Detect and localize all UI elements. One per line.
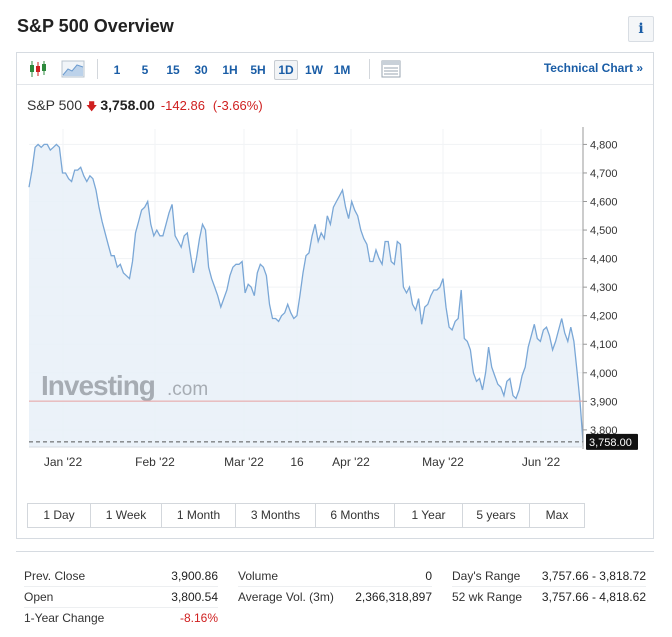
range-1-day[interactable]: 1 Day (28, 504, 91, 527)
investing-watermark: Investing .com (41, 370, 208, 401)
area-chart-icon[interactable] (61, 58, 85, 80)
interval-30[interactable]: 30 (194, 63, 208, 77)
interval-1w[interactable]: 1W (305, 63, 323, 77)
y-tick-label: 4,400 (590, 254, 618, 266)
y-tick-label: 4,300 (590, 282, 618, 294)
x-tick-label: Mar '22 (224, 455, 264, 469)
stat-days-range: Day's Range 3,757.66 - 3,818.72 (452, 569, 646, 587)
range-3-months[interactable]: 3 Months (236, 504, 316, 527)
interval-1m[interactable]: 1M (333, 63, 351, 77)
chart-toolbar: 1 5 15 30 1H 5H 1D 1W 1M Technical Chart… (17, 53, 653, 85)
info-icon[interactable]: i (628, 16, 654, 42)
range-1-month[interactable]: 1 Month (162, 504, 236, 527)
y-tick-label: 4,000 (590, 368, 618, 380)
watermark-brand: Investing (41, 370, 155, 401)
interval-1[interactable]: 1 (113, 63, 121, 77)
range-5-years[interactable]: 5 years (463, 504, 530, 527)
x-tick-label: May '22 (422, 455, 464, 469)
quote-header: S&P 500 🡇 3,758.00 -142.86 (-3.66%) (27, 97, 263, 117)
x-tick-label: Apr '22 (332, 455, 370, 469)
price-area (29, 144, 583, 447)
range-selector: 1 Day 1 Week 1 Month 3 Months 6 Months 1… (27, 503, 585, 528)
y-tick-label: 4,800 (590, 139, 618, 151)
x-tick-label: Jan '22 (44, 455, 83, 469)
watermark-suffix: .com (167, 379, 208, 400)
y-tick-label: 4,100 (590, 339, 618, 351)
range-1-week[interactable]: 1 Week (91, 504, 162, 527)
range-max[interactable]: Max (530, 504, 584, 527)
last-price-label: 3,758.00 (586, 433, 638, 450)
y-tick-label: 4,500 (590, 225, 618, 237)
y-tick-label: 4,200 (590, 311, 618, 323)
table-icon[interactable] (380, 58, 402, 80)
toolbar-divider (369, 59, 370, 79)
x-tick-label: Feb '22 (135, 455, 175, 469)
stat-volume: Volume 0 (238, 569, 432, 587)
stat-52wk-range: 52 wk Range 3,757.66 - 4,818.62 (452, 590, 646, 604)
quote-change-pct: (-3.66%) (212, 98, 263, 113)
range-1-year[interactable]: 1 Year (395, 504, 463, 527)
stat-average-volume: Average Vol. (3m) 2,366,318,897 (238, 590, 432, 604)
interval-1h[interactable]: 1H (222, 63, 238, 77)
toolbar-divider (97, 59, 98, 79)
quote-change: -142.86 (160, 98, 205, 113)
range-6-months[interactable]: 6 Months (316, 504, 395, 527)
x-tick-label: Jun '22 (522, 455, 561, 469)
technical-chart-link[interactable]: Technical Chart » (543, 61, 643, 75)
interval-5[interactable]: 5 (141, 63, 149, 77)
stat-1-year-change: 1-Year Change -8.16% (24, 611, 218, 625)
x-tick-label: 16 (290, 455, 304, 469)
stat-prev-close: Prev. Close 3,900.86 (24, 569, 218, 587)
candlestick-chart-icon[interactable] (27, 58, 49, 80)
page-title: S&P 500 Overview (17, 16, 174, 36)
stats-table: Prev. Close 3,900.86 Open 3,800.54 1-Year … (16, 551, 654, 631)
chart-panel: 1 5 15 30 1H 5H 1D 1W 1M Technical Chart… (16, 52, 654, 539)
stat-open: Open 3,800.54 (24, 590, 218, 608)
y-tick-label: 4,700 (590, 168, 618, 180)
y-tick-label: 4,600 (590, 197, 618, 209)
quote-last: 3,758.00 (100, 97, 155, 113)
down-arrow-icon: 🡇 (86, 101, 98, 113)
price-line (28, 143, 584, 442)
interval-1d[interactable]: 1D (274, 60, 298, 80)
svg-text:3,758.00: 3,758.00 (589, 437, 632, 449)
quote-symbol: S&P 500 (27, 97, 83, 113)
y-tick-label: 3,900 (590, 396, 618, 408)
interval-15[interactable]: 15 (166, 63, 180, 77)
price-chart[interactable]: Investing .com 4,800 4,700 4,600 4,500 4,400… (17, 53, 653, 493)
interval-5h[interactable]: 5H (250, 63, 266, 77)
